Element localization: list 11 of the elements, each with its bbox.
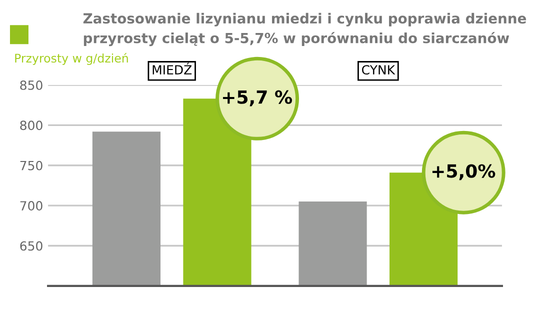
x-tick-label: CYNK (362, 65, 396, 75)
y-tick-label: 800 (20, 120, 42, 130)
y-tick-label: 700 (20, 201, 42, 210)
y-axis-title: Przyrosty w g/dzień (15, 53, 128, 65)
annotation: +5,7 % (223, 90, 292, 106)
x-tick-label: MIEDŹ (152, 62, 192, 74)
y-tick-label: 650 (20, 241, 42, 251)
chart-title: Zastosowanie lizynianu miedzi i cynku poprawia dzienne przyrosty cieląt o 5-5,7% w porównaniu do siarczanów (83, 12, 526, 46)
y-tick-label: 750 (20, 160, 42, 170)
y-tick-label: 850 (20, 80, 42, 90)
annotation: +5,0% (432, 164, 496, 180)
